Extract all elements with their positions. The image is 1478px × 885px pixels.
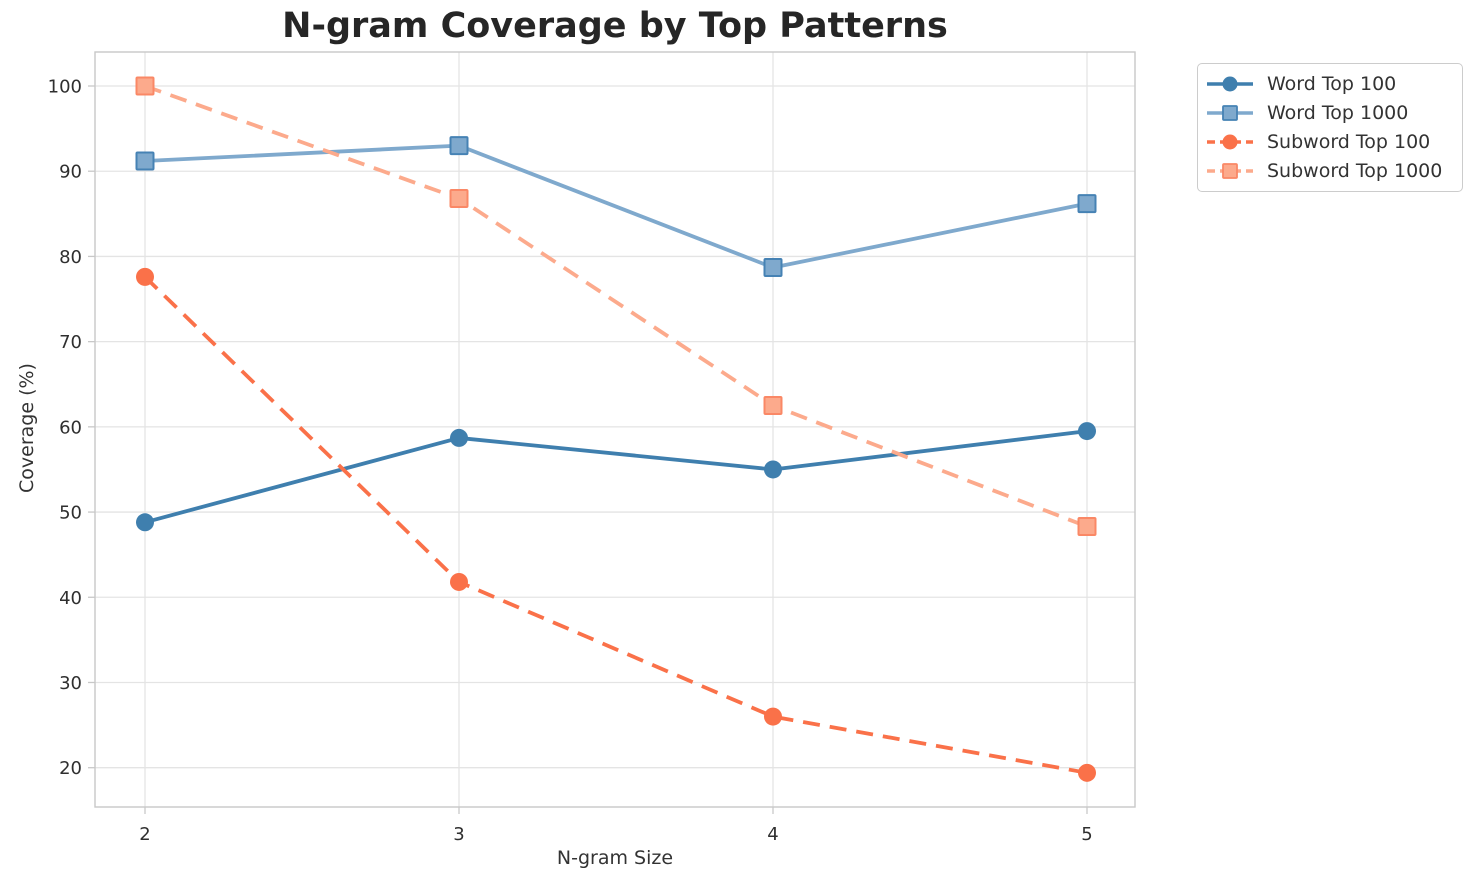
y-tick-label: 60 <box>59 417 82 438</box>
series-line-subword-top-100 <box>143 275 1088 775</box>
data-point-subword-top-1000 <box>135 76 155 96</box>
x-tick-label: 4 <box>767 824 778 845</box>
legend-marker-subword-top-100-icon <box>1222 134 1238 150</box>
legend-item-word-top-100: Word Top 100 <box>1206 70 1454 99</box>
x-tick-label: 5 <box>1081 824 1092 845</box>
y-tick-label: 20 <box>59 758 82 779</box>
legend-marker-subword-top-1000-icon <box>1222 162 1238 179</box>
plot-border <box>94 51 1136 808</box>
data-point-subword-top-1000 <box>449 188 469 208</box>
y-tick-label: 50 <box>59 503 82 524</box>
y-tick-label: 80 <box>59 247 82 268</box>
data-point-subword-top-100 <box>764 707 782 726</box>
legend-label-subword-top-100: Subword Top 100 <box>1267 130 1431 153</box>
y-tick-label: 30 <box>59 673 82 694</box>
series-line-word-top-100 <box>144 429 1088 525</box>
data-point-word-top-100 <box>764 460 782 479</box>
legend-marker-word-top-1000-icon <box>1222 105 1238 122</box>
legend-label-word-top-100: Word Top 100 <box>1267 73 1397 96</box>
y-tick-label: 70 <box>59 332 82 353</box>
y-tick-label: 100 <box>48 77 82 98</box>
series-line-word-top-1000 <box>144 143 1088 270</box>
data-point-word-top-1000 <box>449 136 469 156</box>
legend-swatch-subword-top-1000 <box>1207 162 1253 179</box>
legend-item-subword-top-100: Subword Top 100 <box>1206 128 1454 157</box>
data-point-word-top-100 <box>1078 422 1096 441</box>
data-point-subword-top-100 <box>1078 763 1096 782</box>
data-point-subword-top-1000 <box>1077 517 1097 537</box>
data-point-subword-top-1000 <box>763 396 783 416</box>
data-point-word-top-1000 <box>763 258 783 278</box>
series-line-subword-top-1000 <box>144 84 1088 529</box>
x-axis-label: N-gram Size <box>556 847 674 869</box>
y-tick-label: 40 <box>59 588 82 609</box>
y-tick-label: 90 <box>59 162 82 183</box>
legend-swatch-word-top-1000 <box>1207 105 1253 122</box>
x-tick-label: 2 <box>139 824 150 845</box>
legend: Word Top 100 Word Top 1000 Subword Top 100… <box>1197 63 1463 192</box>
data-point-subword-top-100 <box>450 572 468 591</box>
data-point-word-top-1000 <box>135 151 155 171</box>
legend-label-subword-top-1000: Subword Top 1000 <box>1267 159 1443 182</box>
data-point-subword-top-100 <box>136 267 154 286</box>
legend-marker-word-top-100-icon <box>1222 76 1238 92</box>
data-point-word-top-100 <box>136 513 154 532</box>
data-point-word-top-100 <box>450 428 468 447</box>
chart-title: N-gram Coverage by Top Patterns <box>282 6 948 46</box>
x-tick-label: 3 <box>453 824 464 845</box>
legend-item-word-top-1000: Word Top 1000 <box>1206 99 1454 128</box>
legend-item-subword-top-1000: Subword Top 1000 <box>1206 156 1454 185</box>
legend-swatch-word-top-100 <box>1207 76 1253 92</box>
legend-swatch-subword-top-100 <box>1207 134 1253 150</box>
legend-label-word-top-1000: Word Top 1000 <box>1267 102 1409 125</box>
data-point-word-top-1000 <box>1077 194 1097 214</box>
